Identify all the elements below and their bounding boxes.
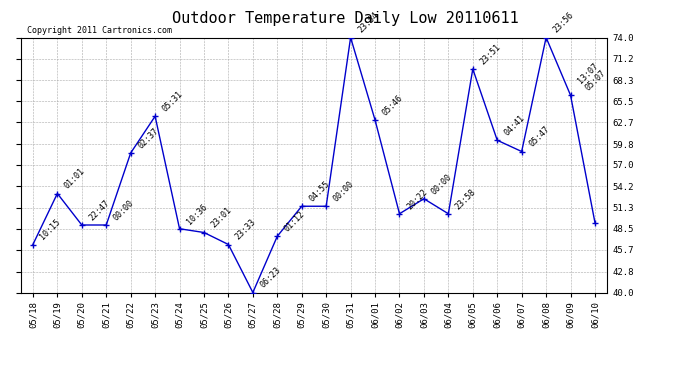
Text: 13:07
05:07: 13:07 05:07 [576, 61, 607, 93]
Text: 01:12: 01:12 [283, 209, 307, 234]
Text: 00:00: 00:00 [429, 172, 453, 196]
Text: 01:01: 01:01 [63, 166, 87, 191]
Text: 04:41: 04:41 [503, 113, 527, 138]
Text: 00:00: 00:00 [332, 179, 356, 204]
Text: 23:01: 23:01 [210, 206, 234, 230]
Text: 05:46: 05:46 [381, 93, 404, 117]
Text: 06:23: 06:23 [259, 266, 282, 290]
Text: 23:33: 23:33 [234, 217, 258, 242]
Text: 05:31: 05:31 [161, 89, 185, 114]
Text: 05:47: 05:47 [527, 124, 551, 149]
Text: 00:00: 00:00 [112, 198, 136, 222]
Text: Outdoor Temperature Daily Low 20110611: Outdoor Temperature Daily Low 20110611 [172, 11, 518, 26]
Text: 02:37: 02:37 [136, 126, 160, 150]
Text: 23:58: 23:58 [454, 187, 478, 211]
Text: 23:51: 23:51 [478, 42, 502, 66]
Text: Copyright 2011 Cartronics.com: Copyright 2011 Cartronics.com [26, 26, 172, 35]
Text: 22:47: 22:47 [88, 198, 111, 222]
Text: 04:55: 04:55 [307, 179, 331, 204]
Text: 10:36: 10:36 [185, 202, 209, 226]
Text: 23:54: 23:54 [356, 10, 380, 35]
Text: 20:22: 20:22 [405, 187, 429, 211]
Text: 23:56: 23:56 [552, 10, 575, 35]
Text: 10:15: 10:15 [39, 217, 63, 242]
